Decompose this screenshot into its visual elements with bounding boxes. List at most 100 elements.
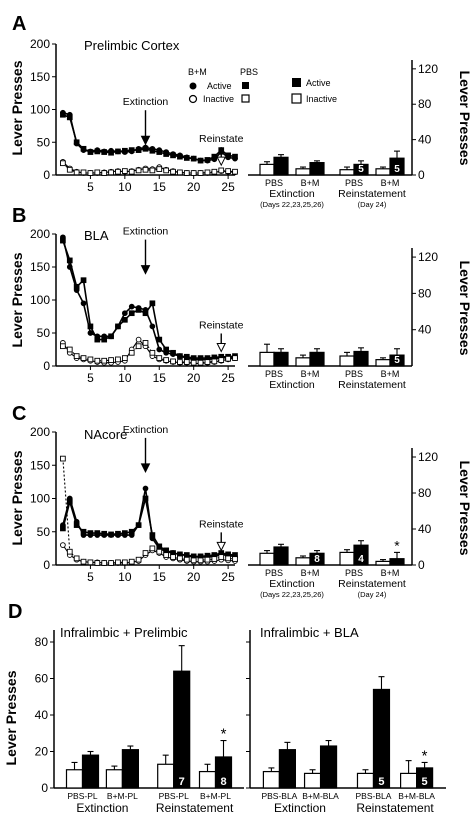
x-tick-label-b: 20	[187, 371, 201, 385]
data-point	[94, 357, 101, 364]
data-point	[80, 145, 87, 152]
data-point	[177, 555, 183, 562]
data-point	[232, 168, 238, 175]
data-point	[60, 237, 66, 244]
data-point	[121, 530, 128, 536]
bar-active	[273, 546, 289, 566]
bar-chart-b: 40 80 120 PBS B+M PBS B+M 5 Extinction Reinstatem…	[248, 248, 438, 391]
data-point	[183, 359, 190, 365]
data-point	[197, 557, 204, 564]
bar-inactive	[259, 163, 275, 176]
annotation-label-a: Extinction	[123, 96, 169, 108]
data-point	[135, 522, 142, 528]
data-point	[121, 310, 128, 317]
n-label: 5	[394, 355, 400, 366]
bar-category-label-a: PBS	[345, 178, 363, 188]
bar-chart-d1: 0 20 40 60 80 Infralimbic + Prelimbic PBS-PL B+…	[35, 625, 244, 815]
data-point	[101, 530, 108, 537]
bar-group-label-d1: Extinction	[76, 801, 128, 815]
data-point	[128, 147, 135, 153]
annotation-label-c: Reinstate	[199, 518, 244, 530]
data-point	[183, 552, 190, 558]
y-tick-label-a: 0	[43, 168, 50, 182]
data-point	[163, 357, 170, 363]
legend-pbs-header: PBS	[240, 67, 258, 77]
bar-y-tick-label-c: 40	[418, 522, 432, 536]
bar-inactive	[262, 770, 280, 789]
y-tick-label-b: 150	[30, 260, 50, 274]
data-point	[135, 336, 142, 343]
data-point	[135, 343, 142, 350]
ylabel-line-b: Lever Presses	[9, 252, 25, 347]
bar-active	[309, 162, 325, 176]
data-point	[225, 152, 231, 159]
y-tick-label-a: 100	[30, 103, 50, 117]
data-point	[190, 557, 197, 564]
data-point	[142, 495, 149, 502]
y-tick-label-a: 150	[30, 70, 50, 84]
data-point	[232, 153, 238, 160]
data-point	[121, 147, 128, 154]
bar-active	[353, 350, 369, 367]
data-point	[197, 355, 204, 361]
bar-group-label-b: Reinstatement	[338, 379, 406, 391]
y-tick-label-b: 200	[30, 227, 50, 241]
x-tick-label-b: 5	[87, 371, 94, 385]
data-point	[204, 157, 211, 163]
data-point	[163, 167, 170, 174]
data-point	[156, 543, 163, 550]
y-tick-label-c: 100	[30, 492, 50, 506]
bar-inactive	[259, 351, 275, 367]
x-tick-label-c: 25	[221, 570, 235, 584]
chart-title-d2: Infralimbic + BLA	[260, 625, 359, 640]
data-point	[142, 550, 149, 556]
ylabel-bar-c: Lever Presses	[457, 461, 473, 556]
bar-y-tick-label-c: 120	[418, 450, 438, 464]
bar-y-tick-label-d1: 60	[35, 672, 49, 686]
n-label: 5	[422, 776, 428, 788]
significance-star: *	[221, 726, 227, 743]
data-point	[108, 560, 114, 566]
bar-y-tick-label-b: 120	[418, 250, 438, 264]
data-point	[94, 560, 101, 566]
data-point	[73, 139, 80, 146]
legend-bm-inactive-marker	[188, 94, 198, 104]
bar-inactive	[356, 772, 375, 789]
data-point	[115, 559, 121, 566]
n-label: 5	[358, 164, 364, 175]
bar-category-label-c: B+M	[301, 568, 320, 578]
n-label: 5	[378, 776, 384, 788]
bar-group-label-b: Extinction	[269, 379, 315, 391]
data-point	[204, 359, 211, 365]
data-point	[80, 277, 87, 284]
data-point	[66, 166, 73, 173]
bar-inactive	[259, 552, 275, 566]
bar-active	[278, 749, 296, 789]
data-point	[142, 310, 149, 317]
data-point	[183, 556, 190, 563]
panel-letter-a: A	[12, 13, 26, 35]
data-point	[170, 349, 176, 356]
data-point	[135, 556, 142, 563]
chart-title-d1: Infralimbic + Prelimbic	[60, 625, 188, 640]
bar-active	[121, 749, 140, 789]
bar-category-label-b: B+M	[301, 369, 320, 379]
series-line-a-3	[62, 162, 236, 174]
data-point	[149, 167, 156, 174]
n-label: 8	[220, 776, 226, 788]
bar-y-tick-label-b: 40	[418, 323, 432, 337]
legend-bm-active-marker	[189, 82, 197, 90]
bar-category-label-d1: B+M-PL	[200, 791, 231, 801]
data-point	[87, 330, 94, 336]
data-point	[149, 349, 156, 356]
data-point	[73, 353, 80, 359]
bar-category-label-d1: PBS-PL	[67, 791, 98, 801]
data-point	[190, 359, 197, 366]
y-tick-label-b: 0	[43, 359, 50, 373]
data-point	[87, 149, 94, 155]
bar-y-tick-label-d1: 20	[35, 745, 49, 759]
legend-inactive-label-2: Inactive	[306, 94, 337, 104]
bar-inactive	[65, 769, 84, 789]
bar-y-tick-label-d1: 40	[35, 708, 49, 722]
